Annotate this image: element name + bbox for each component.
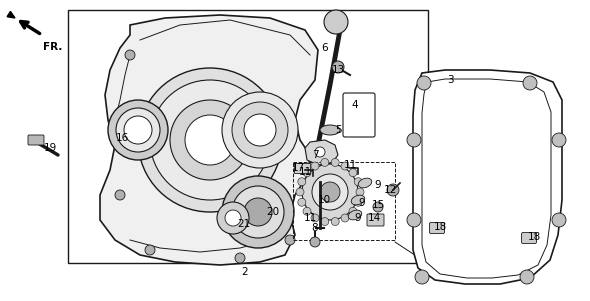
Circle shape [311,214,319,222]
Text: 18: 18 [527,232,540,242]
Text: 16: 16 [116,133,129,143]
Text: 14: 14 [368,213,381,223]
Circle shape [321,158,329,166]
Circle shape [311,162,319,170]
Circle shape [115,190,125,200]
Text: 7: 7 [312,150,319,160]
Circle shape [244,198,272,226]
Circle shape [315,147,325,157]
Ellipse shape [351,195,365,205]
Text: 13: 13 [332,65,345,75]
Circle shape [552,133,566,147]
Polygon shape [7,11,15,18]
Circle shape [354,198,362,206]
Circle shape [331,218,339,225]
Circle shape [150,80,270,200]
Circle shape [341,162,349,170]
Text: 11: 11 [299,167,312,177]
FancyBboxPatch shape [522,232,536,244]
Text: 11: 11 [343,160,356,170]
Text: 20: 20 [267,207,280,217]
Circle shape [302,164,358,220]
Circle shape [320,182,340,202]
FancyBboxPatch shape [430,222,444,234]
Circle shape [145,245,155,255]
Text: 21: 21 [237,219,251,229]
Polygon shape [305,140,338,165]
Circle shape [244,114,276,146]
Text: 9: 9 [355,213,361,223]
Circle shape [303,207,311,215]
Polygon shape [100,15,318,265]
Circle shape [285,235,295,245]
Text: 15: 15 [371,200,385,210]
Polygon shape [413,70,562,284]
Circle shape [523,76,537,90]
Ellipse shape [358,178,372,188]
FancyBboxPatch shape [28,135,44,145]
Text: 3: 3 [447,75,453,85]
Circle shape [235,253,245,263]
Circle shape [310,237,320,247]
Circle shape [373,202,383,212]
Circle shape [222,176,294,248]
Text: 5: 5 [336,125,342,135]
Circle shape [415,270,429,284]
Circle shape [349,169,357,177]
Circle shape [349,207,357,215]
FancyBboxPatch shape [343,93,375,137]
Text: 18: 18 [434,222,447,232]
Circle shape [321,218,329,225]
Circle shape [185,115,235,165]
Text: 6: 6 [322,43,328,53]
Circle shape [298,198,306,206]
Circle shape [354,178,362,186]
Text: 12: 12 [384,185,396,195]
Bar [68,10,428,263]
Circle shape [232,102,288,158]
Circle shape [116,108,160,152]
Text: 10: 10 [317,195,330,205]
Text: 19: 19 [44,143,57,153]
Circle shape [331,158,339,166]
Circle shape [138,68,282,212]
Bar [294,163,310,173]
FancyBboxPatch shape [367,214,384,226]
Circle shape [225,210,241,226]
Circle shape [312,174,348,210]
Text: 4: 4 [352,100,358,110]
Bar [293,162,395,240]
Circle shape [125,50,135,60]
Circle shape [552,213,566,227]
Circle shape [170,100,250,180]
Circle shape [407,213,421,227]
Ellipse shape [348,210,362,220]
Circle shape [341,214,349,222]
Ellipse shape [320,125,340,135]
Text: 17: 17 [291,163,304,173]
Text: 8: 8 [312,223,319,233]
Circle shape [417,76,431,90]
Text: 2: 2 [242,267,248,277]
Circle shape [356,188,364,196]
Text: 11: 11 [303,213,317,223]
Text: 9: 9 [375,180,381,190]
Circle shape [332,61,344,73]
Circle shape [296,188,304,196]
Polygon shape [422,79,551,278]
Circle shape [520,270,534,284]
Circle shape [387,184,399,196]
Circle shape [222,92,298,168]
Circle shape [303,169,311,177]
Text: FR.: FR. [43,42,63,52]
Circle shape [324,10,348,34]
Circle shape [232,186,284,238]
Text: 9: 9 [359,198,365,208]
Circle shape [298,178,306,186]
Circle shape [217,202,249,234]
Circle shape [124,116,152,144]
Circle shape [108,100,168,160]
Circle shape [407,133,421,147]
